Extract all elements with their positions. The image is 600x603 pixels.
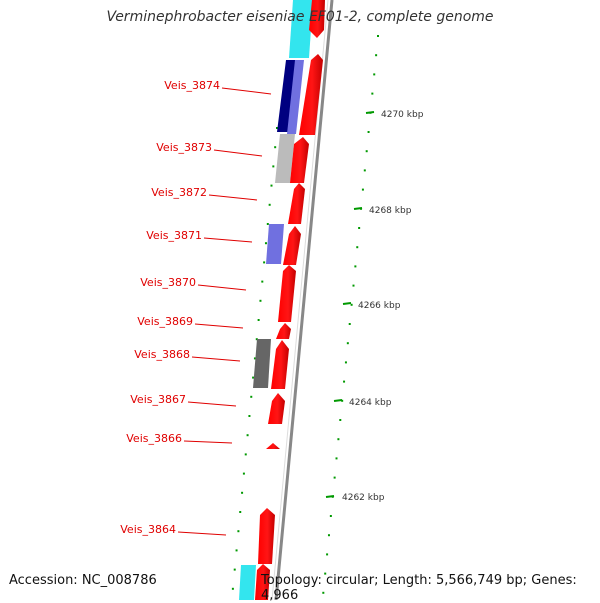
cog-box bbox=[253, 339, 271, 388]
scale-labels: 4270 kbp 4268 kbp 4266 kbp 4264 kbp 4262… bbox=[325, 110, 424, 503]
forward-genes bbox=[255, 0, 325, 600]
cog-features bbox=[239, 0, 313, 600]
gene-label-text: Veis_3866 bbox=[126, 432, 182, 445]
gene-label-text: Veis_3874 bbox=[164, 79, 220, 92]
gene-arrow bbox=[268, 393, 285, 424]
gene-arrow bbox=[283, 226, 301, 265]
gene-label-text: Veis_3869 bbox=[137, 315, 193, 328]
gene-arrow bbox=[258, 508, 275, 564]
gene-arrow bbox=[266, 443, 280, 449]
gene-label-text: Veis_3870 bbox=[140, 276, 196, 289]
cog-box bbox=[287, 60, 304, 134]
gene-arrow bbox=[288, 183, 305, 224]
gene-label-text: Veis_3867 bbox=[130, 393, 186, 406]
gene-arrow bbox=[299, 54, 323, 135]
gene-arrow bbox=[309, 0, 325, 38]
gene-label-veis-3873[interactable]: Veis_3873 bbox=[156, 141, 263, 157]
gene-label-text: Veis_3872 bbox=[151, 186, 207, 199]
accession-text: Accession: NC_008786 bbox=[9, 573, 157, 588]
kbp-label: 4270 kbp bbox=[381, 110, 424, 120]
gene-labels: Veis_3874 Veis_3873 Veis_3872 Veis_3871 … bbox=[120, 79, 272, 536]
gene-label-veis-3871[interactable]: Veis_3871 bbox=[146, 229, 253, 243]
gene-label-veis-3868[interactable]: Veis_3868 bbox=[134, 348, 241, 362]
gene-arrow bbox=[255, 564, 270, 600]
cog-box bbox=[266, 224, 284, 264]
gene-label-text: Veis_3873 bbox=[156, 141, 212, 154]
kbp-label: 4264 kbp bbox=[349, 398, 392, 408]
gene-label-veis-3870[interactable]: Veis_3870 bbox=[140, 276, 247, 291]
gene-label-text: Veis_3864 bbox=[120, 523, 176, 536]
cog-box bbox=[275, 134, 295, 183]
gene-label-veis-3874[interactable]: Veis_3874 bbox=[164, 79, 272, 95]
gene-label-text: Veis_3871 bbox=[146, 229, 202, 242]
gene-label-veis-3864[interactable]: Veis_3864 bbox=[120, 523, 227, 536]
gene-label-veis-3872[interactable]: Veis_3872 bbox=[151, 186, 258, 201]
gene-arrow bbox=[271, 340, 289, 389]
gene-arrow bbox=[278, 265, 296, 322]
gene-arrow bbox=[276, 323, 291, 339]
gene-arrow bbox=[290, 137, 309, 183]
kbp-label: 4266 kbp bbox=[358, 301, 401, 311]
gene-label-veis-3869[interactable]: Veis_3869 bbox=[137, 315, 244, 329]
cog-box bbox=[239, 565, 256, 600]
genome-title: Verminephrobacter eiseniae EF01-2, compl… bbox=[106, 9, 494, 25]
kbp-label: 4268 kbp bbox=[369, 206, 412, 216]
kbp-label: 4262 kbp bbox=[342, 493, 385, 503]
gene-label-text: Veis_3868 bbox=[134, 348, 190, 361]
cog-box bbox=[289, 0, 313, 58]
topology-text: Topology: circular; Length: 5,566,749 bp… bbox=[261, 573, 577, 603]
gene-label-veis-3867[interactable]: Veis_3867 bbox=[130, 393, 237, 407]
gene-label-veis-3866[interactable]: Veis_3866 bbox=[126, 432, 233, 445]
